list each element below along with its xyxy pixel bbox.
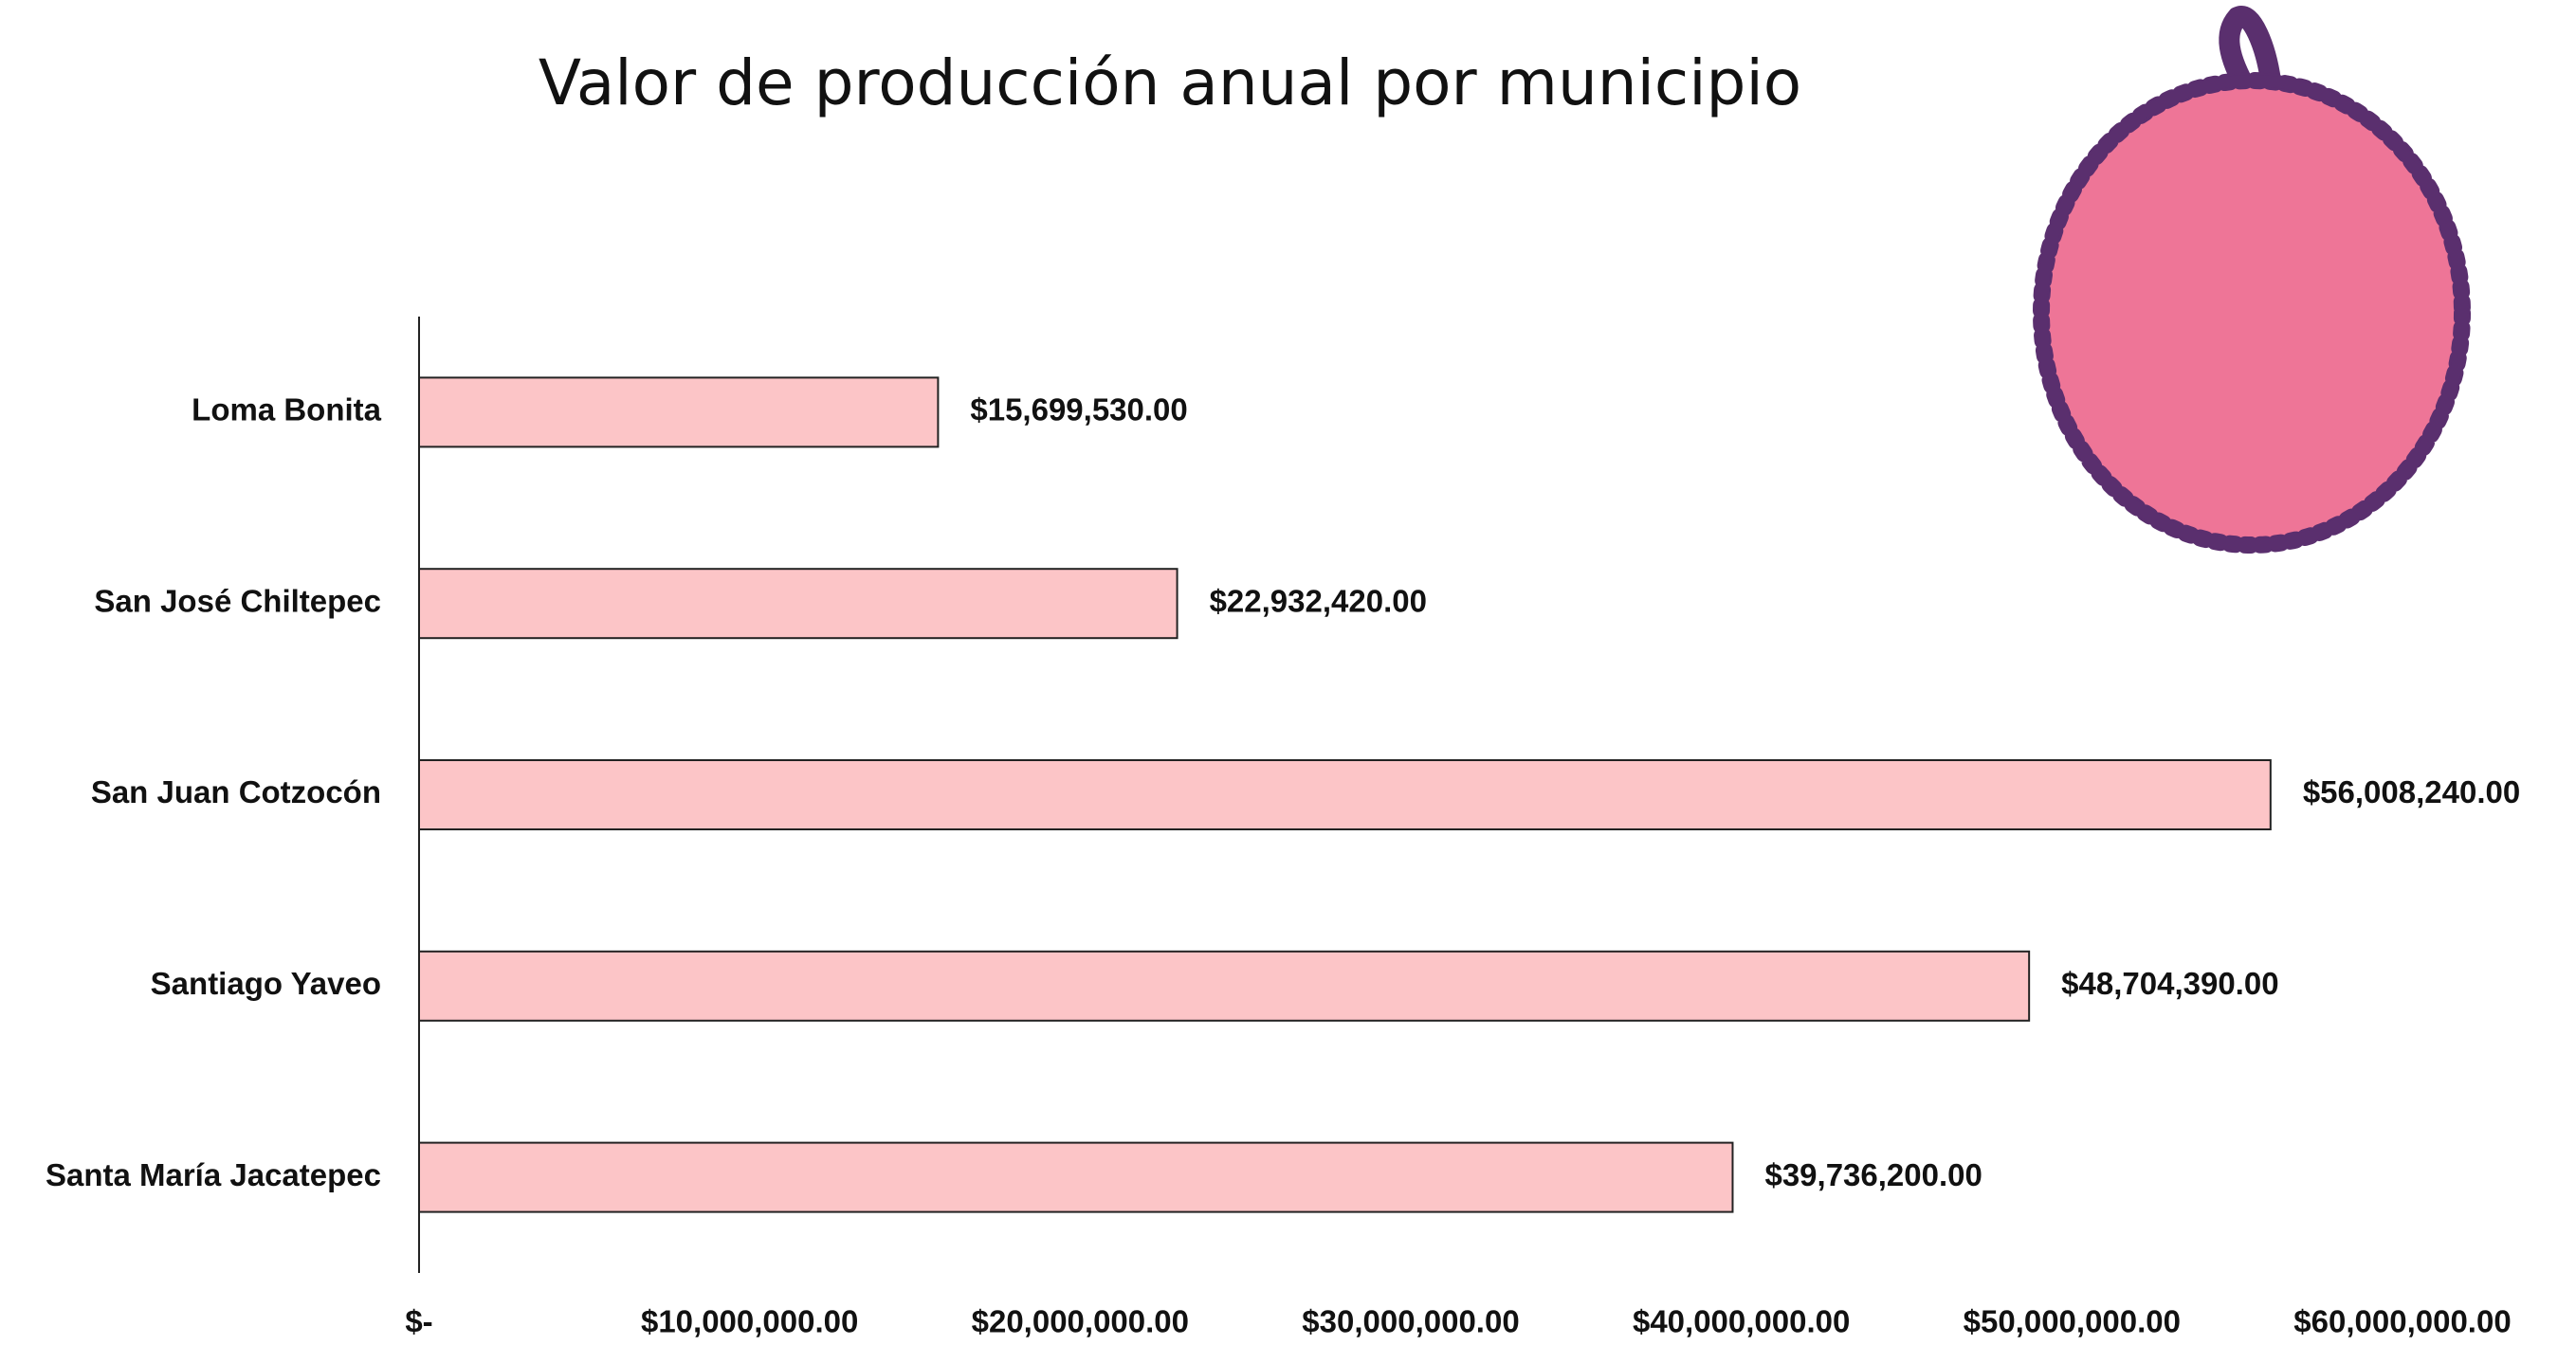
x-tick-label: $10,000,000.00 (641, 1304, 858, 1339)
y-tick-label: Santa María Jacatepec (46, 1157, 381, 1192)
x-tick-label: $20,000,000.00 (972, 1304, 1189, 1339)
y-tick-label: Santiago Yaveo (151, 966, 381, 1001)
value-label: $22,932,420.00 (1210, 583, 1427, 618)
bar (418, 568, 1178, 640)
x-tick-label: $30,000,000.00 (1302, 1304, 1519, 1339)
bar (418, 759, 2272, 830)
x-tick-label: $40,000,000.00 (1633, 1304, 1850, 1339)
bar (418, 1141, 1734, 1213)
y-tick-label: Loma Bonita (192, 392, 381, 427)
apple-decoration (2033, 6, 2471, 554)
value-label: $15,699,530.00 (970, 392, 1187, 427)
bar (418, 376, 940, 448)
x-tick-label: $- (405, 1304, 432, 1339)
x-tick-label: $50,000,000.00 (1964, 1304, 2181, 1339)
x-tick-label: $60,000,000.00 (2293, 1304, 2511, 1339)
bar (418, 950, 2031, 1022)
value-label: $56,008,240.00 (2303, 774, 2520, 809)
value-label: $39,736,200.00 (1764, 1157, 1982, 1192)
y-tick-label: San Juan Cotzocón (91, 774, 381, 809)
value-label: $48,704,390.00 (2061, 966, 2278, 1001)
chart-title: Valor de producción anual por municipio (539, 46, 1801, 119)
y-tick-label: San José Chiltepec (94, 583, 381, 618)
